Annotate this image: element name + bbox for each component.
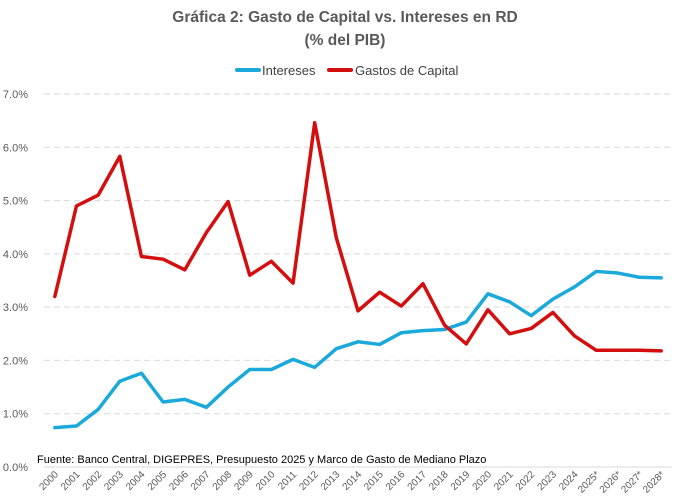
y-tick-label: 6.0% — [3, 142, 28, 154]
source-note: Fuente: Banco Central, DIGEPRES, Presupu… — [37, 454, 486, 466]
x-tick-label: 2000 — [37, 469, 61, 493]
x-tick-label: 2026* — [598, 469, 624, 495]
x-tick-label: 2012 — [297, 469, 321, 493]
x-tick-label: 2014 — [341, 469, 365, 493]
y-tick-label: 4.0% — [3, 249, 28, 261]
x-tick-label: 2009 — [232, 469, 256, 493]
x-tick-label: 2018 — [427, 469, 451, 493]
y-tick-label: 7.0% — [3, 89, 28, 101]
x-tick-label: 2028* — [641, 469, 667, 495]
x-tick-label: 2006 — [167, 469, 191, 493]
legend-label-gastos: Gastos de Capital — [355, 63, 458, 78]
legend-label-intereses: Intereses — [262, 63, 316, 78]
series-line-intereses — [53, 269, 663, 430]
y-tick-label: 1.0% — [3, 409, 28, 421]
x-tick-label: 2002 — [81, 469, 105, 493]
x-tick-label: 2020 — [471, 469, 495, 493]
chart-subtitle: (% del PIB) — [305, 32, 386, 49]
x-tick-label: 2001 — [59, 469, 83, 493]
y-tick-label: 3.0% — [3, 302, 28, 314]
series-line-gastos-capital — [53, 121, 663, 353]
x-tick-label: 2021 — [492, 469, 516, 493]
x-tick-label: 2027* — [619, 469, 645, 495]
y-tick-label: 2.0% — [3, 355, 28, 367]
x-tick-label: 2023 — [536, 469, 560, 493]
y-tick-label: 0.0% — [3, 462, 28, 474]
x-axis-ticks: 2000200120022003200420052006200720082009… — [37, 469, 667, 496]
x-tick-label: 2007 — [189, 469, 213, 493]
x-tick-label: 2005 — [146, 469, 170, 493]
x-tick-label: 2017 — [406, 469, 430, 493]
chart-title: Gráfica 2: Gasto de Capital vs. Interese… — [172, 9, 517, 26]
x-tick-label: 2010 — [254, 469, 278, 493]
gridlines — [44, 93, 672, 468]
x-tick-label: 2008 — [211, 469, 235, 493]
y-tick-label: 5.0% — [3, 196, 28, 208]
series-lines — [53, 121, 663, 430]
x-tick-label: 2013 — [319, 469, 343, 493]
x-tick-label: 2004 — [124, 469, 148, 493]
x-tick-label: 2003 — [102, 469, 126, 493]
x-tick-label: 2015 — [362, 469, 386, 493]
x-tick-label: 2025* — [576, 469, 602, 495]
x-tick-label: 2016 — [384, 469, 408, 493]
x-tick-label: 2011 — [276, 469, 299, 492]
x-tick-label: 2019 — [449, 469, 473, 493]
x-tick-label: 2022 — [514, 469, 538, 493]
y-axis-ticks: 0.0% 1.0% 2.0% 3.0% 4.0% 5.0% 6.0% 7.0% — [3, 89, 28, 474]
legend: Intereses Gastos de Capital — [235, 63, 458, 78]
